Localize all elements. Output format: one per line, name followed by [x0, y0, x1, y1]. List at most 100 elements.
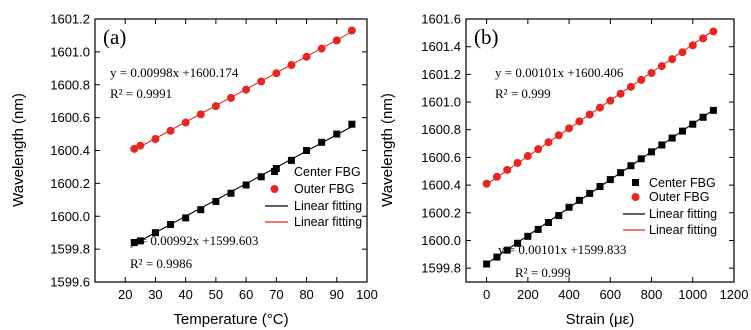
point-center-b — [648, 148, 656, 156]
x-tick-label-b: 400 — [558, 287, 580, 302]
point-center-b — [668, 134, 676, 142]
point-outer-b — [544, 138, 553, 147]
point-outer-a — [151, 134, 160, 143]
y-tick-label-b: 1600.0 — [421, 233, 461, 248]
y-tick-label-b: 1600.2 — [421, 205, 461, 220]
point-outer-a — [302, 52, 311, 61]
point-outer-b — [668, 55, 677, 64]
point-outer-b — [565, 124, 574, 133]
y-tick-label-a: 1599.8 — [50, 242, 90, 257]
legend-marker-center-b — [632, 179, 639, 186]
point-center-b — [658, 141, 666, 149]
point-center-b — [514, 239, 522, 247]
point-center-a — [182, 214, 190, 222]
point-outer-b — [616, 89, 625, 98]
y-tick-label-a: 1599.6 — [50, 275, 90, 290]
x-tick-label-a: 70 — [269, 287, 283, 302]
point-outer-a — [242, 85, 251, 94]
point-center-a — [167, 220, 175, 228]
x-tick-label-a: 20 — [118, 287, 132, 302]
point-outer-b — [492, 172, 501, 181]
legend-b: Center FBG Outer FBG Linear fitting Line… — [623, 176, 717, 237]
point-center-b — [689, 120, 697, 128]
y-axis-title-a: Wavelength (nm) — [10, 93, 27, 207]
point-outer-a — [347, 26, 356, 35]
axes-ticks-a: 20 30 40 50 60 70 80 90 100 1599.6 1599.8 1600.0 160… — [50, 12, 378, 303]
x-tick-label-b: 600 — [599, 287, 621, 302]
equation-center-a: y = 0.00992x +1599.603 — [130, 233, 258, 248]
y-tick-label-b: 1601.2 — [421, 67, 461, 82]
point-outer-b — [585, 110, 594, 119]
point-center-a — [212, 197, 220, 205]
point-outer-a — [130, 144, 139, 153]
x-axis-title-b: Strain (με) — [566, 311, 635, 328]
y-tick-label-b: 1600.8 — [421, 122, 461, 137]
legend-label-fit2-a: Linear fitting — [294, 215, 362, 229]
point-center-b — [565, 203, 573, 211]
point-outer-a — [211, 102, 220, 111]
point-outer-b — [709, 27, 718, 36]
point-center-b — [544, 218, 552, 226]
point-center-b — [617, 169, 625, 177]
point-outer-a — [287, 61, 296, 70]
point-outer-b — [575, 117, 584, 126]
point-outer-b — [482, 179, 491, 188]
point-outer-a — [227, 93, 235, 102]
panel-b: 0 200 400 600 800 1000 1200 1599.8 1600.0 1600.2 1… — [379, 12, 748, 329]
point-outer-b — [513, 158, 522, 167]
point-center-a — [287, 156, 295, 164]
point-outer-b — [523, 152, 532, 161]
legend-label-fit2-b: Linear fitting — [649, 223, 717, 237]
legend-marker-outer-a — [270, 185, 279, 193]
point-center-b — [555, 212, 563, 220]
point-outer-a — [317, 44, 326, 53]
point-center-b — [606, 176, 614, 184]
x-tick-label-a: 100 — [356, 287, 378, 302]
legend-marker-outer-b — [631, 193, 640, 201]
point-outer-b — [606, 96, 615, 105]
point-outer-a — [196, 110, 205, 119]
x-tick-label-a: 50 — [209, 287, 223, 302]
y-tick-label-a: 1600.4 — [50, 143, 90, 158]
x-tick-label-b: 1200 — [720, 287, 749, 302]
point-outer-b — [626, 82, 635, 91]
y-axis-title-b: Wavelength (nm) — [379, 93, 396, 207]
point-center-a — [197, 206, 205, 214]
x-tick-label-a: 90 — [330, 287, 344, 302]
y-tick-label-a: 1600.8 — [50, 77, 90, 92]
y-tick-label-a: 1601.2 — [50, 12, 90, 27]
x-tick-label-a: 60 — [239, 287, 253, 302]
point-center-b — [524, 232, 532, 240]
legend-label-center-b: Center FBG — [649, 176, 716, 190]
point-center-a — [136, 237, 144, 245]
legend-a: Center FBG Outer FBG Linear fitting Line… — [265, 165, 362, 229]
x-tick-label-b: 200 — [517, 287, 539, 302]
point-outer-b — [657, 62, 666, 71]
legend-label-fit1-b: Linear fitting — [649, 207, 717, 221]
x-tick-label-a: 30 — [148, 287, 162, 302]
legend-label-outer-a: Outer FBG — [294, 182, 354, 196]
point-outer-a — [257, 77, 266, 86]
point-center-a — [318, 138, 326, 146]
point-center-a — [348, 120, 356, 128]
point-center-a — [151, 229, 159, 237]
point-outer-b — [678, 48, 687, 57]
y-tick-label-b: 1599.8 — [421, 261, 461, 276]
y-tick-label-b: 1600.4 — [421, 178, 461, 193]
r2-center-a: R² = 0.9986 — [130, 256, 193, 271]
equation-outer-b: y = 0.00101x +1600.406 — [495, 65, 624, 80]
panel-label-b: (b) — [474, 25, 499, 49]
equation-center-b: y = 0.00101x +1599.833 — [498, 242, 626, 257]
legend-label-fit1-a: Linear fitting — [294, 199, 362, 213]
y-tick-label-a: 1600.2 — [50, 176, 90, 191]
point-center-b — [709, 106, 717, 114]
data-points-a — [130, 26, 356, 247]
point-center-a — [242, 181, 250, 189]
point-center-b — [493, 253, 501, 261]
point-outer-b — [688, 41, 697, 50]
r2-outer-b: R² = 0.999 — [495, 86, 551, 101]
point-outer-b — [534, 145, 543, 154]
point-center-b — [637, 155, 645, 163]
point-outer-b — [637, 75, 646, 84]
